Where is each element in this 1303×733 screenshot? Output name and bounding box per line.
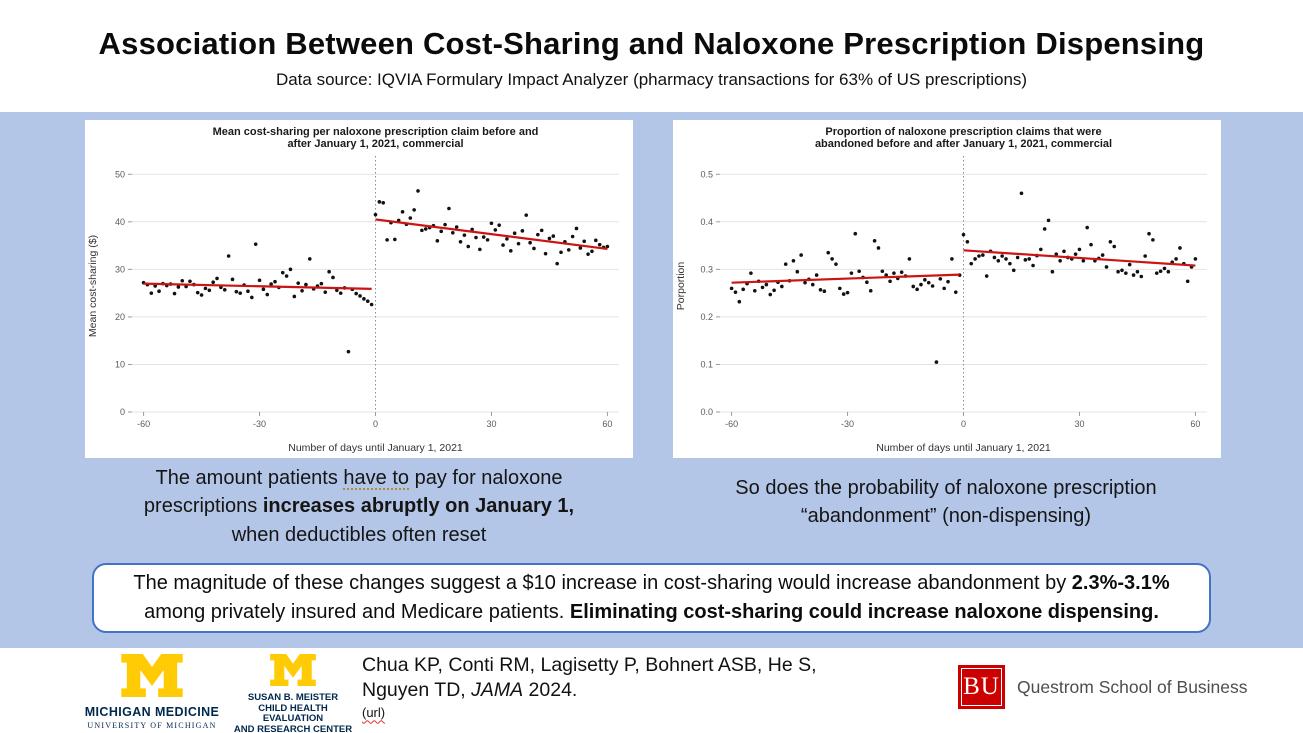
questrom-school-label: Questrom School of Business (1017, 676, 1248, 697)
svg-text:abandoned before and after Jan: abandoned before and after January 1, 20… (815, 138, 1112, 150)
block-m-icon (270, 654, 316, 686)
citation-line-2: Nguyen TD, JAMA 2024. (362, 679, 578, 702)
summary-text: The magnitude of these changes suggest a… (133, 572, 1170, 623)
citation-line-1: Chua KP, Conti RM, Lagisetty P, Bohnert … (362, 654, 817, 676)
content-band: 0 10 20 30 40 50 -60 -30 0 30 60 Mean cost-sharing … (0, 112, 1303, 648)
svg-text:30: 30 (1074, 419, 1084, 429)
summary-bold-stat: 2.3%-3.1% (1071, 572, 1170, 594)
citation-url-line: (url) (362, 705, 942, 722)
bu-seal-icon: BU (958, 665, 1005, 709)
svg-text:40: 40 (115, 217, 125, 227)
citation: Chua KP, Conti RM, Lagisetty P, Bohnert … (362, 653, 942, 722)
caption-abandonment: So does the probability of naloxone pres… (735, 477, 1157, 528)
svg-text:Mean cost-sharing per naloxone: Mean cost-sharing per naloxone prescript… (213, 126, 539, 138)
slide-header: Association Between Cost-Sharing and Nal… (0, 0, 1303, 112)
svg-text:0.0: 0.0 (700, 407, 713, 417)
svg-text:30: 30 (115, 264, 125, 274)
svg-text:Number of days until January 1: Number of days until January 1, 2021 (876, 442, 1051, 454)
chart-abandonment: 0.0 0.1 0.2 0.3 0.4 0.5 -60 -30 0 30 60 Proportion … (673, 120, 1221, 458)
svg-text:60: 60 (1190, 419, 1200, 429)
chear-center-logo: SUSAN B. MEISTER CHILD HEALTH EVALUATION… (228, 654, 358, 733)
svg-text:Proportion of naloxone prescri: Proportion of naloxone prescription clai… (825, 126, 1101, 138)
svg-text:20: 20 (115, 312, 125, 322)
svg-text:-60: -60 (725, 419, 738, 429)
svg-text:30: 30 (486, 419, 496, 429)
chart-cost-sharing: 0 10 20 30 40 50 -60 -30 0 30 60 Mean cost-sharing … (85, 120, 633, 458)
chear-center-name: SUSAN B. MEISTER CHILD HEALTH EVALUATION… (233, 692, 353, 733)
summary-box: The magnitude of these changes suggest a… (92, 563, 1211, 633)
svg-text:Porportion: Porportion (675, 262, 687, 311)
footer: MICHIGAN MEDICINE UNIVERSITY OF MICHIGAN… (0, 648, 1303, 733)
svg-text:0.4: 0.4 (700, 217, 713, 227)
svg-text:0.5: 0.5 (700, 169, 713, 179)
caption-cost-sharing: The amount patients have to pay for nalo… (143, 467, 575, 546)
url-link[interactable]: (url) (362, 704, 386, 720)
university-of-michigan-label: UNIVERSITY OF MICHIGAN (87, 721, 217, 730)
svg-text:0.2: 0.2 (700, 312, 713, 322)
svg-text:10: 10 (115, 359, 125, 369)
svg-text:-60: -60 (137, 419, 150, 429)
michigan-medicine-wordmark: MICHIGAN MEDICINE (84, 705, 220, 719)
journal-name: JAMA (471, 679, 524, 702)
page-title: Association Between Cost-Sharing and Nal… (98, 26, 1205, 61)
svg-text:after January 1, 2021, commerc: after January 1, 2021, commercial (287, 138, 463, 150)
caption-left-text: The amount patients (155, 467, 344, 489)
svg-text:-30: -30 (841, 419, 854, 429)
svg-text:0.3: 0.3 (700, 264, 713, 274)
bu-questrom-logo: BU Questrom School of Business (958, 665, 1248, 709)
svg-text:Mean cost-sharing ($): Mean cost-sharing ($) (87, 235, 99, 337)
block-m-icon (121, 654, 183, 697)
svg-text:-30: -30 (253, 419, 266, 429)
svg-text:50: 50 (115, 169, 125, 179)
michigan-medicine-logo: MICHIGAN MEDICINE UNIVERSITY OF MICHIGAN (62, 654, 242, 730)
caption-left-underlined: have to (343, 467, 410, 489)
svg-text:0: 0 (120, 407, 125, 417)
svg-text:Number of days until January 1: Number of days until January 1, 2021 (288, 442, 463, 454)
data-source-subtitle: Data source: IQVIA Formulary Impact Anal… (275, 70, 1028, 89)
svg-text:0: 0 (373, 419, 378, 429)
svg-text:0.1: 0.1 (700, 359, 713, 369)
caption-left-bold: increases abruptly on January 1, (262, 495, 575, 518)
summary-bold-conclusion: Eliminating cost-sharing could increase … (569, 601, 1159, 623)
svg-text:0: 0 (961, 419, 966, 429)
svg-text:60: 60 (602, 419, 612, 429)
